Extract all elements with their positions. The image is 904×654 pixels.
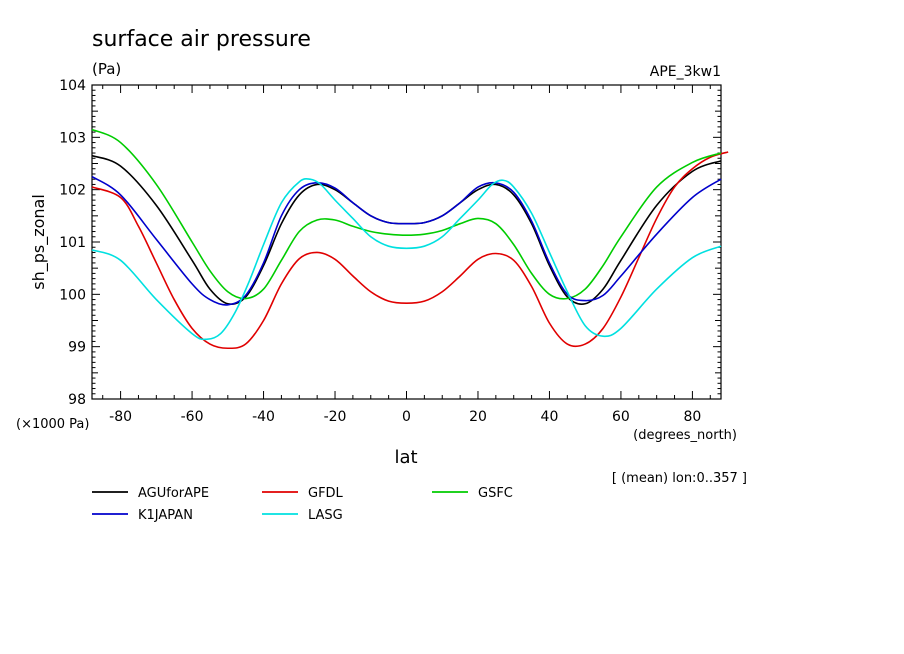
legend: AGUforAPE GFDL GSFC K1JAPAN LASG — [92, 486, 513, 523]
y-tick-label: 103 — [59, 130, 86, 146]
x-tick-label: -60 — [181, 409, 204, 425]
x-tick-labels: -80 -60 -40 -20 0 20 40 60 80 — [109, 409, 701, 425]
x-tick-label: 60 — [612, 409, 630, 425]
x-tick-label: 40 — [541, 409, 559, 425]
series-line-lasg — [91, 178, 722, 341]
x-tick-label: -80 — [109, 409, 132, 425]
series-line-gsfc — [91, 128, 722, 300]
x-axis-label: lat — [394, 447, 417, 468]
y-tick-label: 101 — [59, 235, 86, 251]
experiment-label: APE_3kw1 — [650, 64, 721, 80]
x-tick-label: 0 — [402, 409, 411, 425]
y-axis-label: sh_ps_zonal — [29, 194, 49, 290]
legend-item: GFDL — [262, 486, 344, 501]
y-tick-labels: 98 99 100 101 102 103 104 — [59, 78, 86, 408]
legend-item: GSFC — [432, 486, 513, 501]
x-tick-label: -20 — [324, 409, 347, 425]
series-line-aguforape — [91, 154, 722, 305]
x-tick-label: 80 — [683, 409, 701, 425]
x-units-label: (degrees_north) — [633, 428, 737, 443]
plot-border — [91, 84, 722, 400]
mean-note: [ (mean) lon:0..357 ] — [612, 471, 747, 486]
legend-item: LASG — [262, 508, 343, 523]
axis-ticks — [92, 84, 721, 400]
series-line-gfdl — [91, 151, 729, 350]
y-tick-label: 102 — [59, 183, 86, 199]
x-tick-label: 20 — [469, 409, 487, 425]
chart-title: surface air pressure — [92, 27, 311, 52]
legend-label: AGUforAPE — [138, 486, 209, 501]
legend-label: K1JAPAN — [138, 508, 193, 523]
legend-item: K1JAPAN — [92, 508, 193, 523]
y-tick-label: 99 — [68, 340, 86, 356]
y-tick-label: 98 — [68, 392, 86, 408]
x-tick-label: -40 — [252, 409, 275, 425]
legend-label: LASG — [308, 508, 343, 523]
y-scale-label: (×1000 Pa) — [16, 417, 89, 432]
series-line-k1japan — [91, 175, 722, 306]
y-tick-label: 100 — [59, 287, 86, 303]
series-lines — [91, 128, 729, 350]
plot-frame — [91, 84, 722, 400]
legend-label: GSFC — [478, 486, 513, 501]
units-label: (Pa) — [92, 60, 121, 78]
y-tick-label: 104 — [59, 78, 86, 94]
legend-label: GFDL — [308, 486, 344, 501]
legend-item: AGUforAPE — [92, 486, 209, 501]
